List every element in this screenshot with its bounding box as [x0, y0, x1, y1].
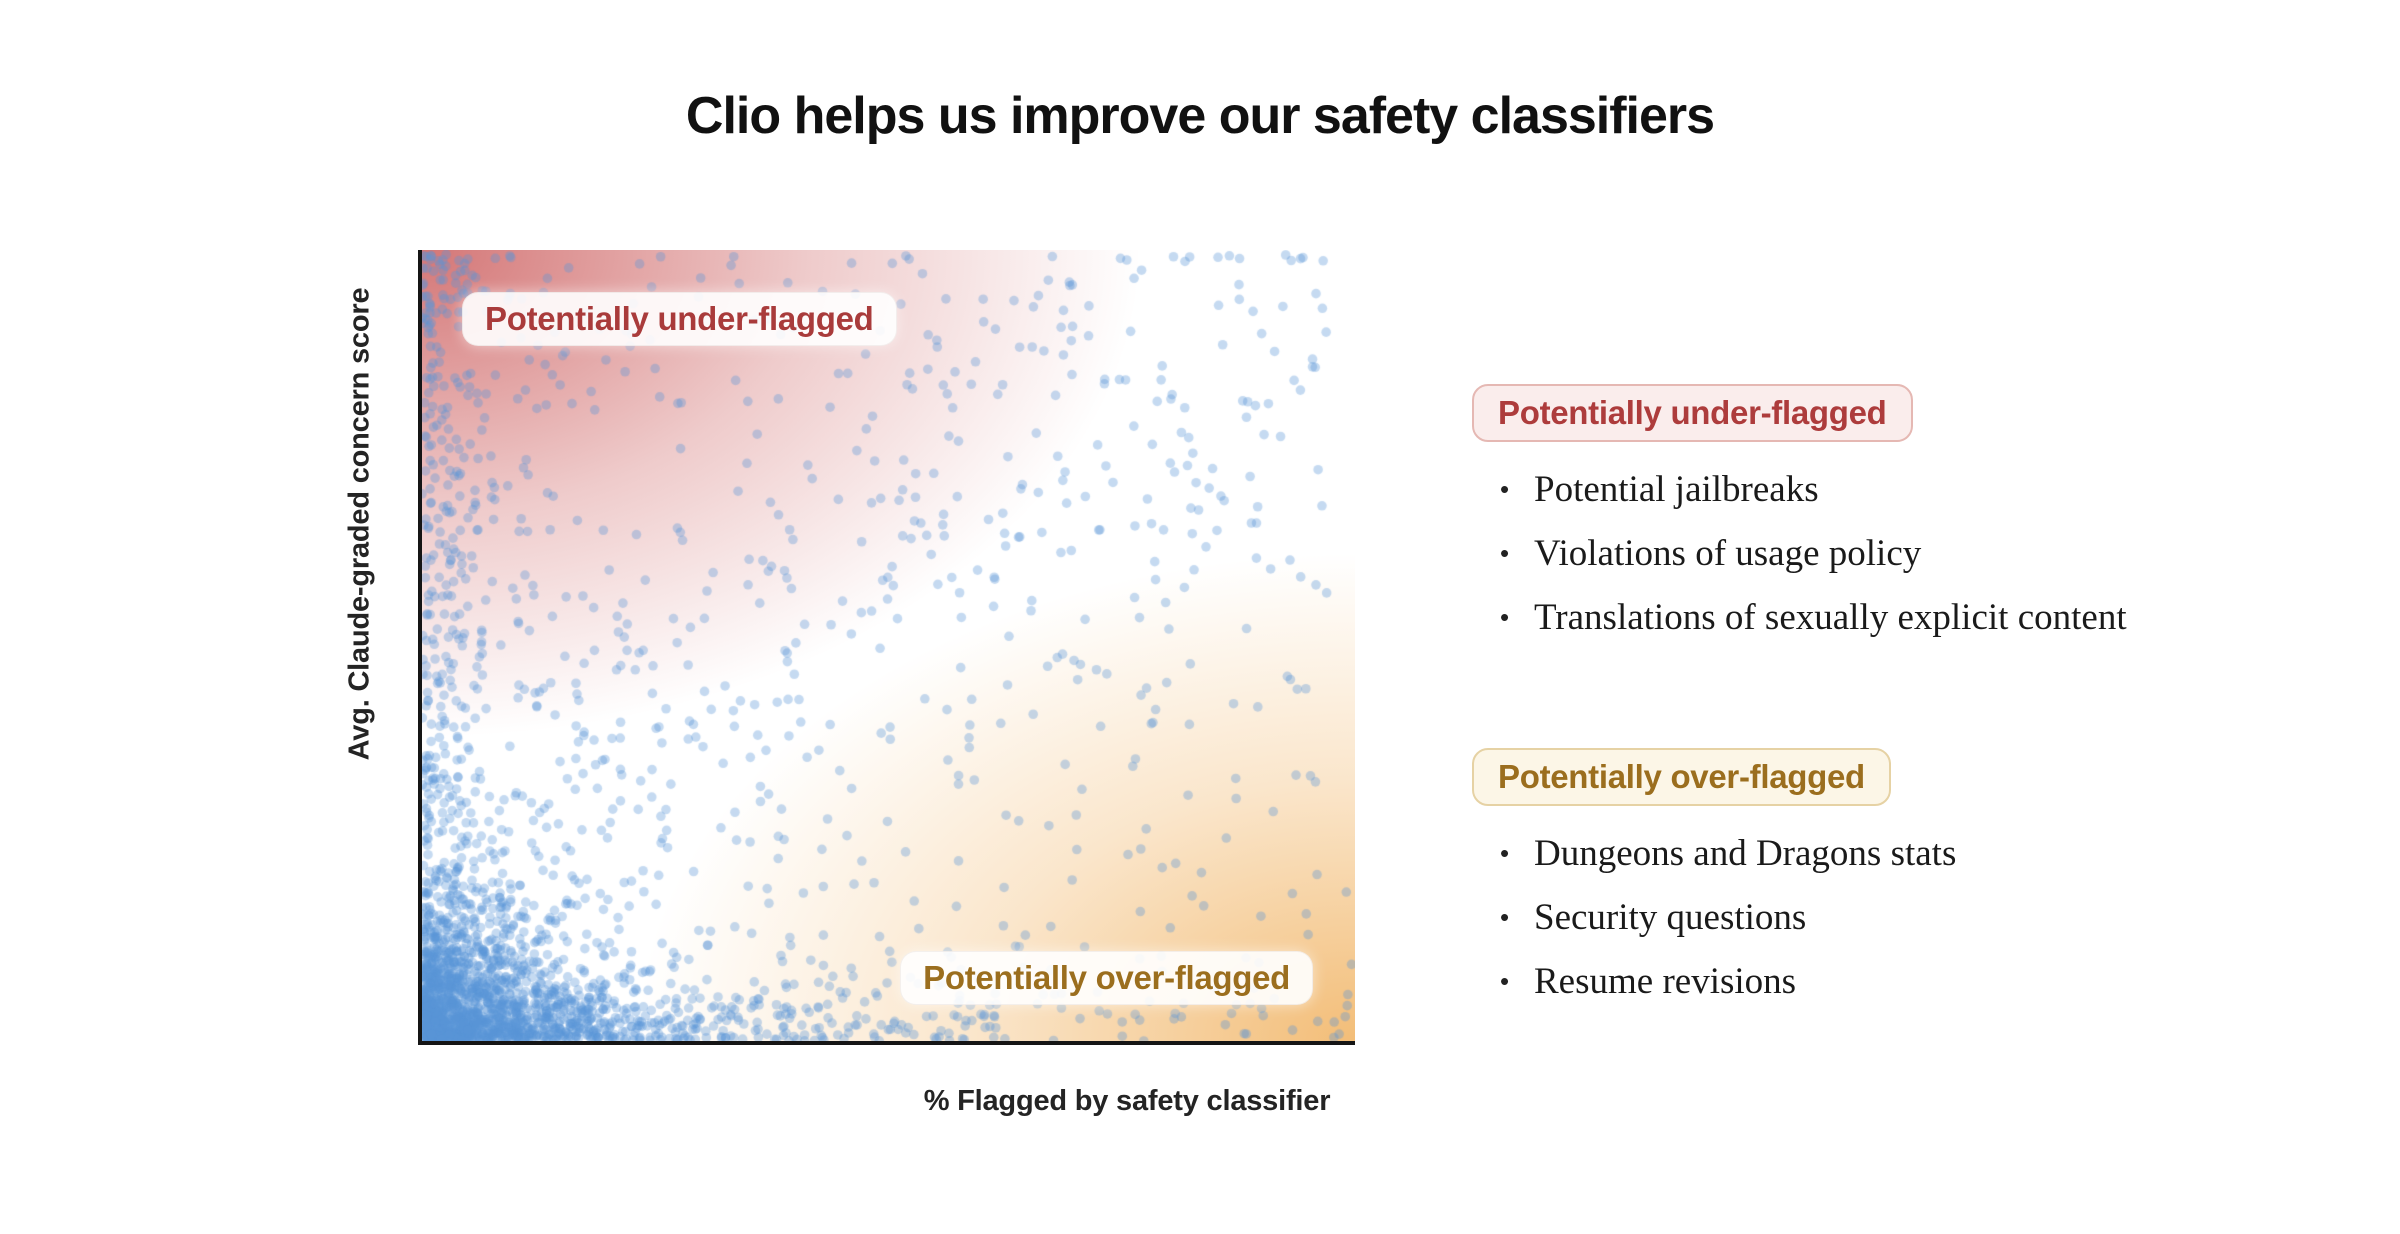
list-item-label: Security questions	[1534, 896, 1807, 938]
legend-panel: Potentially under-flagged • Potential ja…	[1472, 384, 2252, 1018]
under-flagged-badge: Potentially under-flagged	[1472, 384, 1913, 442]
bullet-icon: •	[1500, 601, 1510, 632]
list-item: • Translations of sexually explicit cont…	[1500, 590, 2252, 644]
x-axis-label: % Flagged by safety classifier	[923, 1085, 1331, 1117]
under-flagged-list: • Potential jailbreaks • Violations of u…	[1472, 462, 2252, 644]
list-item-label: Violations of usage policy	[1534, 532, 1922, 574]
bullet-icon: •	[1500, 901, 1510, 932]
legend-group-over-flagged: Potentially over-flagged • Dungeons and …	[1472, 748, 2252, 1008]
list-item-label: Dungeons and Dragons stats	[1534, 832, 1957, 874]
scatter-canvas	[422, 250, 1355, 1041]
list-item: • Violations of usage policy	[1500, 526, 2252, 580]
over-flagged-badge: Potentially over-flagged	[1472, 748, 1891, 806]
chart-annotation-over-flagged: Potentially over-flagged	[900, 951, 1313, 1005]
scatter-plot: Potentially under-flagged Potentially ov…	[418, 250, 1355, 1045]
list-item: • Dungeons and Dragons stats	[1500, 826, 2252, 880]
list-item-label: Potential jailbreaks	[1534, 468, 1819, 510]
list-item: • Resume revisions	[1500, 954, 2252, 1008]
bullet-icon: •	[1500, 965, 1510, 996]
list-item: • Potential jailbreaks	[1500, 462, 2252, 516]
legend-group-under-flagged: Potentially under-flagged • Potential ja…	[1472, 384, 2252, 644]
bullet-icon: •	[1500, 473, 1510, 504]
y-axis-label: Avg. Claude-graded concern score	[343, 287, 376, 761]
page-title: Clio helps us improve our safety classif…	[685, 87, 1715, 145]
list-item: • Security questions	[1500, 890, 2252, 944]
chart-annotation-under-flagged-label: Potentially under-flagged	[485, 300, 874, 337]
over-flagged-list: • Dungeons and Dragons stats • Security …	[1472, 826, 2252, 1008]
list-item-label: Translations of sexually explicit conten…	[1534, 596, 2127, 638]
chart-annotation-over-flagged-label: Potentially over-flagged	[923, 959, 1290, 996]
bullet-icon: •	[1500, 837, 1510, 868]
bullet-icon: •	[1500, 537, 1510, 568]
list-item-label: Resume revisions	[1534, 960, 1797, 1002]
chart-annotation-under-flagged: Potentially under-flagged	[462, 292, 897, 346]
